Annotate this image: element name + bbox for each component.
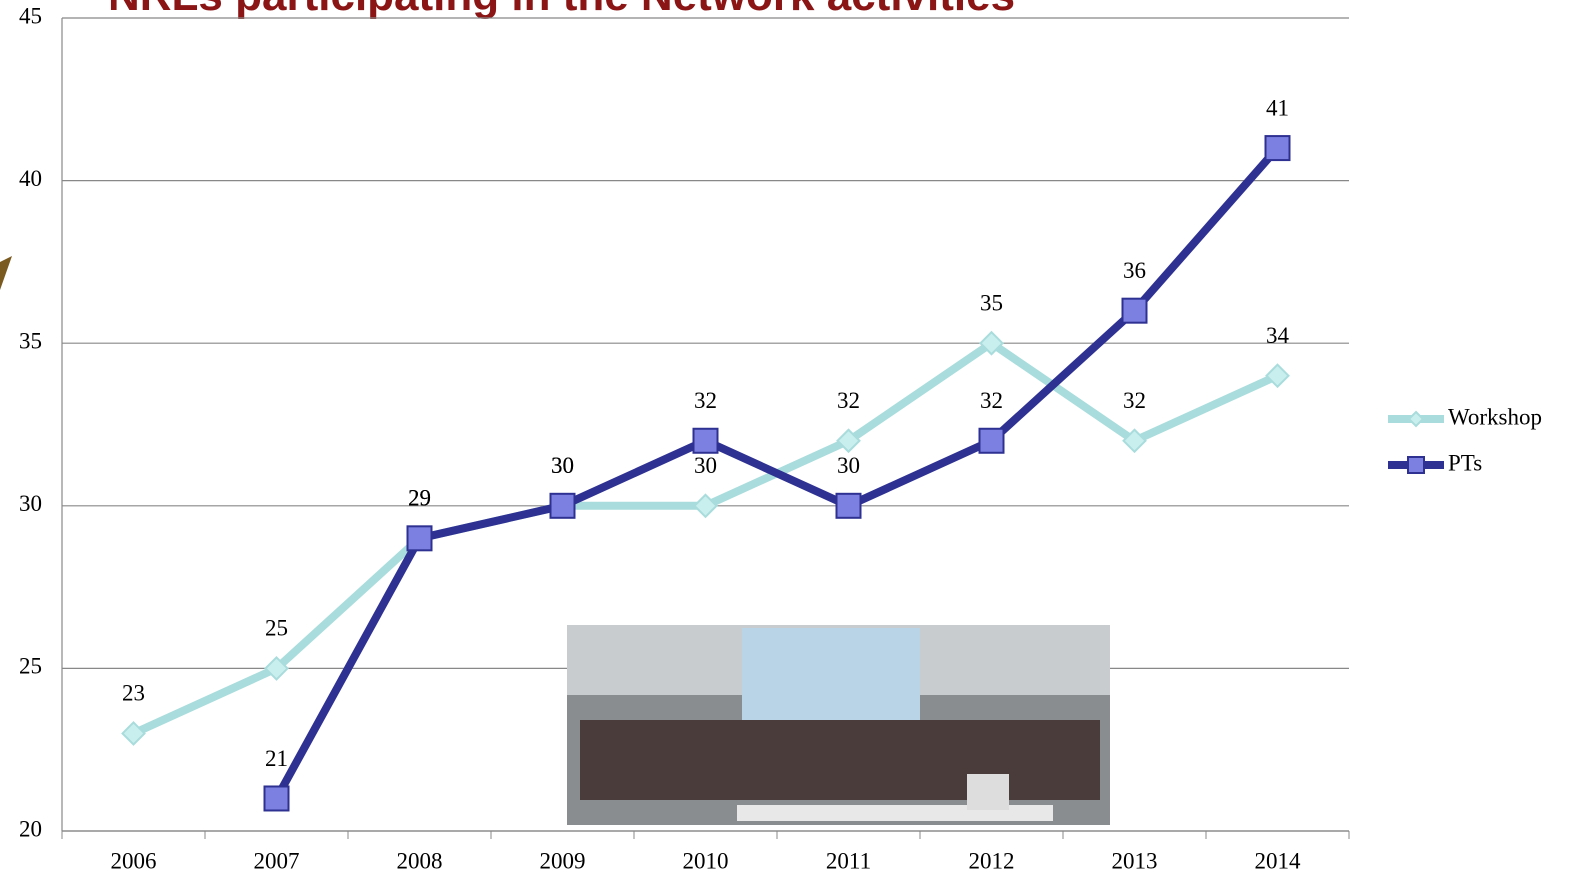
legend-label: PTs [1448,450,1482,475]
chart-title: NRLs participating in the Network activi… [108,0,1015,20]
x-tick-label: 2012 [969,848,1015,873]
point [694,429,718,453]
point [265,786,289,810]
y-tick-label: 45 [19,3,42,28]
point [551,494,575,518]
data-label: 21 [265,746,288,771]
y-tick-label: 40 [19,166,42,191]
y-tick-label: 30 [19,491,42,516]
legend-marker [1409,412,1423,426]
point [1123,299,1147,323]
data-label: 32 [694,388,717,413]
x-tick-label: 2006 [111,848,157,873]
decoration [0,256,12,290]
point [408,526,432,550]
y-tick-label: 20 [19,816,42,841]
y-tick-label: 25 [19,654,42,679]
x-tick-label: 2014 [1255,848,1302,873]
data-label: 32 [837,388,860,413]
data-label: 23 [122,681,145,706]
data-label: 32 [1123,388,1146,413]
data-label: 30 [551,453,574,478]
data-label: 30 [694,453,717,478]
data-label: 29 [408,486,431,511]
x-tick-label: 2011 [826,848,871,873]
data-label: 35 [980,290,1003,315]
x-tick-label: 2007 [254,848,300,873]
x-tick-label: 2009 [540,848,586,873]
x-tick-label: 2008 [397,848,443,873]
photo [567,625,1110,825]
point [1266,136,1290,160]
data-label: 30 [837,453,860,478]
x-tick-label: 2013 [1112,848,1158,873]
data-label: 34 [1266,323,1290,348]
legend-label: Workshop [1448,404,1542,429]
data-label: 32 [980,388,1003,413]
x-tick-label: 2010 [683,848,729,873]
y-tick-label: 35 [19,328,42,353]
data-label: 25 [265,616,288,641]
legend-marker [1408,457,1424,473]
chart: NRLs participating in the Network activi… [0,0,1572,879]
data-label: 41 [1266,95,1289,120]
data-label: 36 [1123,258,1146,283]
point [980,429,1004,453]
point [837,494,861,518]
